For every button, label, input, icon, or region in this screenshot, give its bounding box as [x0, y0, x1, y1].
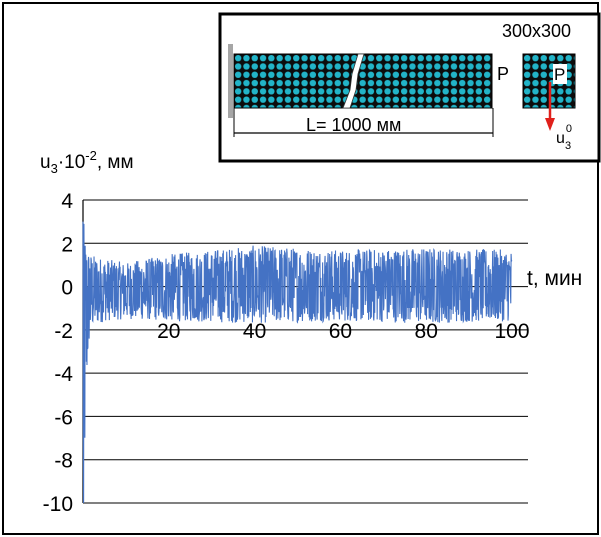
displacement-label: u0 3 — [556, 123, 572, 152]
y-tick-label: -4 — [54, 363, 73, 386]
crack — [342, 53, 365, 109]
series-line — [82, 221, 513, 504]
y-tick-label: -6 — [54, 406, 73, 429]
x-tick-label: 80 — [415, 320, 438, 343]
inset-diagram: L= 1000 мм P 300х300 P u0 3 — [218, 12, 601, 163]
section-size-label: 300х300 — [502, 21, 571, 41]
beam-support — [228, 44, 233, 118]
y-tick-label: 4 — [61, 190, 73, 213]
load-label: P — [497, 64, 509, 84]
y-tick-label: 2 — [61, 233, 73, 256]
gridlines — [83, 199, 528, 504]
length-label: L= 1000 мм — [306, 115, 401, 135]
y-tick-label: -2 — [54, 320, 73, 343]
y-tick-label: 0 — [61, 277, 73, 300]
beam — [233, 53, 493, 109]
x-tick-label: 100 — [494, 320, 529, 343]
y-tick-label: -10 — [43, 493, 73, 516]
x-tick-label: 40 — [243, 320, 266, 343]
x-tick-labels: 20 40 60 80 100 — [157, 320, 529, 343]
section-load-label: P — [554, 65, 565, 84]
x-tick-label: 20 — [157, 320, 180, 343]
x-tick-label: 60 — [329, 320, 352, 343]
displacement-arrowhead — [545, 118, 555, 131]
x-axis-label: t, мин — [527, 267, 582, 290]
y-axis-label: u3·10-2, мм — [40, 148, 134, 176]
y-tick-label: -8 — [54, 450, 73, 473]
y-tick-labels: 4 2 0 -2 -4 -6 -8 -10 — [43, 190, 74, 516]
load-point-marker — [553, 64, 567, 84]
